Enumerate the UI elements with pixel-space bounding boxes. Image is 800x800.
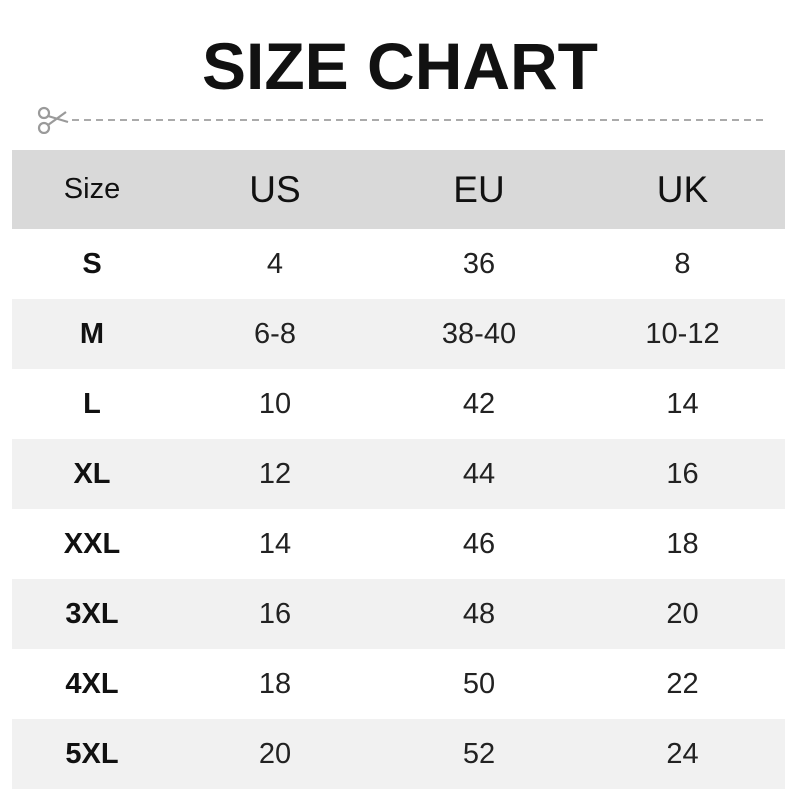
table-row: XL 12 44 16 — [12, 439, 785, 509]
cell-us: 16 — [258, 597, 292, 630]
cell-uk: 24 — [666, 737, 699, 770]
page-title: SIZE CHART — [202, 29, 598, 103]
table-header: Size US EU UK — [12, 150, 785, 229]
table-row: M 6-8 38-40 10-12 — [12, 299, 785, 369]
cell-size: XXL — [63, 527, 121, 560]
scissors-icon — [37, 106, 69, 134]
size-table: Size US EU UK S 4 36 8 M 6-8 38-40 10-12 L 10 42 14… — [12, 150, 785, 789]
table-row: 4XL 18 50 22 — [12, 649, 785, 719]
cell-uk: 10-12 — [645, 317, 720, 350]
cell-size: XL — [73, 457, 111, 490]
cell-uk: 14 — [666, 387, 699, 420]
cell-us: 12 — [258, 457, 292, 490]
table-row: XXL 14 46 18 — [12, 509, 785, 579]
cell-uk: 8 — [674, 247, 691, 280]
cell-size: S — [82, 247, 102, 280]
column-header-uk: UK — [656, 168, 709, 210]
column-header-size: Size — [63, 173, 121, 205]
cell-us: 6-8 — [254, 317, 296, 350]
cell-uk: 16 — [666, 457, 699, 490]
cell-eu: 42 — [462, 387, 496, 420]
cell-us: 10 — [258, 387, 292, 420]
cell-uk: 20 — [666, 597, 699, 630]
cell-us: 18 — [258, 667, 292, 700]
cell-eu: 38-40 — [441, 317, 517, 350]
column-header-eu: EU — [453, 168, 505, 210]
table-row: 5XL 20 52 24 — [12, 719, 785, 789]
cell-size: 5XL — [65, 737, 119, 770]
cell-eu: 52 — [462, 737, 496, 770]
column-header-us: US — [249, 168, 301, 210]
cell-size: M — [79, 317, 105, 350]
cell-size: 4XL — [65, 667, 119, 700]
cut-line — [37, 106, 766, 134]
table-row: L 10 42 14 — [12, 369, 785, 439]
cell-eu: 48 — [462, 597, 496, 630]
cell-eu: 44 — [462, 457, 496, 490]
table-row: 3XL 16 48 20 — [12, 579, 785, 649]
cell-us: 14 — [258, 527, 292, 560]
cell-us: 4 — [266, 247, 284, 280]
table-row: S 4 36 8 — [12, 229, 785, 299]
cell-us: 20 — [258, 737, 292, 770]
cell-size: 3XL — [65, 597, 119, 630]
cell-eu: 50 — [462, 667, 496, 700]
cell-uk: 18 — [666, 527, 699, 560]
cell-uk: 22 — [666, 667, 699, 700]
cell-size: L — [83, 387, 101, 420]
cell-eu: 46 — [462, 527, 496, 560]
table-body: S 4 36 8 M 6-8 38-40 10-12 L 10 42 14 XL 12 44 16 XXL 14 4… — [12, 229, 785, 789]
cell-eu: 36 — [462, 247, 496, 280]
